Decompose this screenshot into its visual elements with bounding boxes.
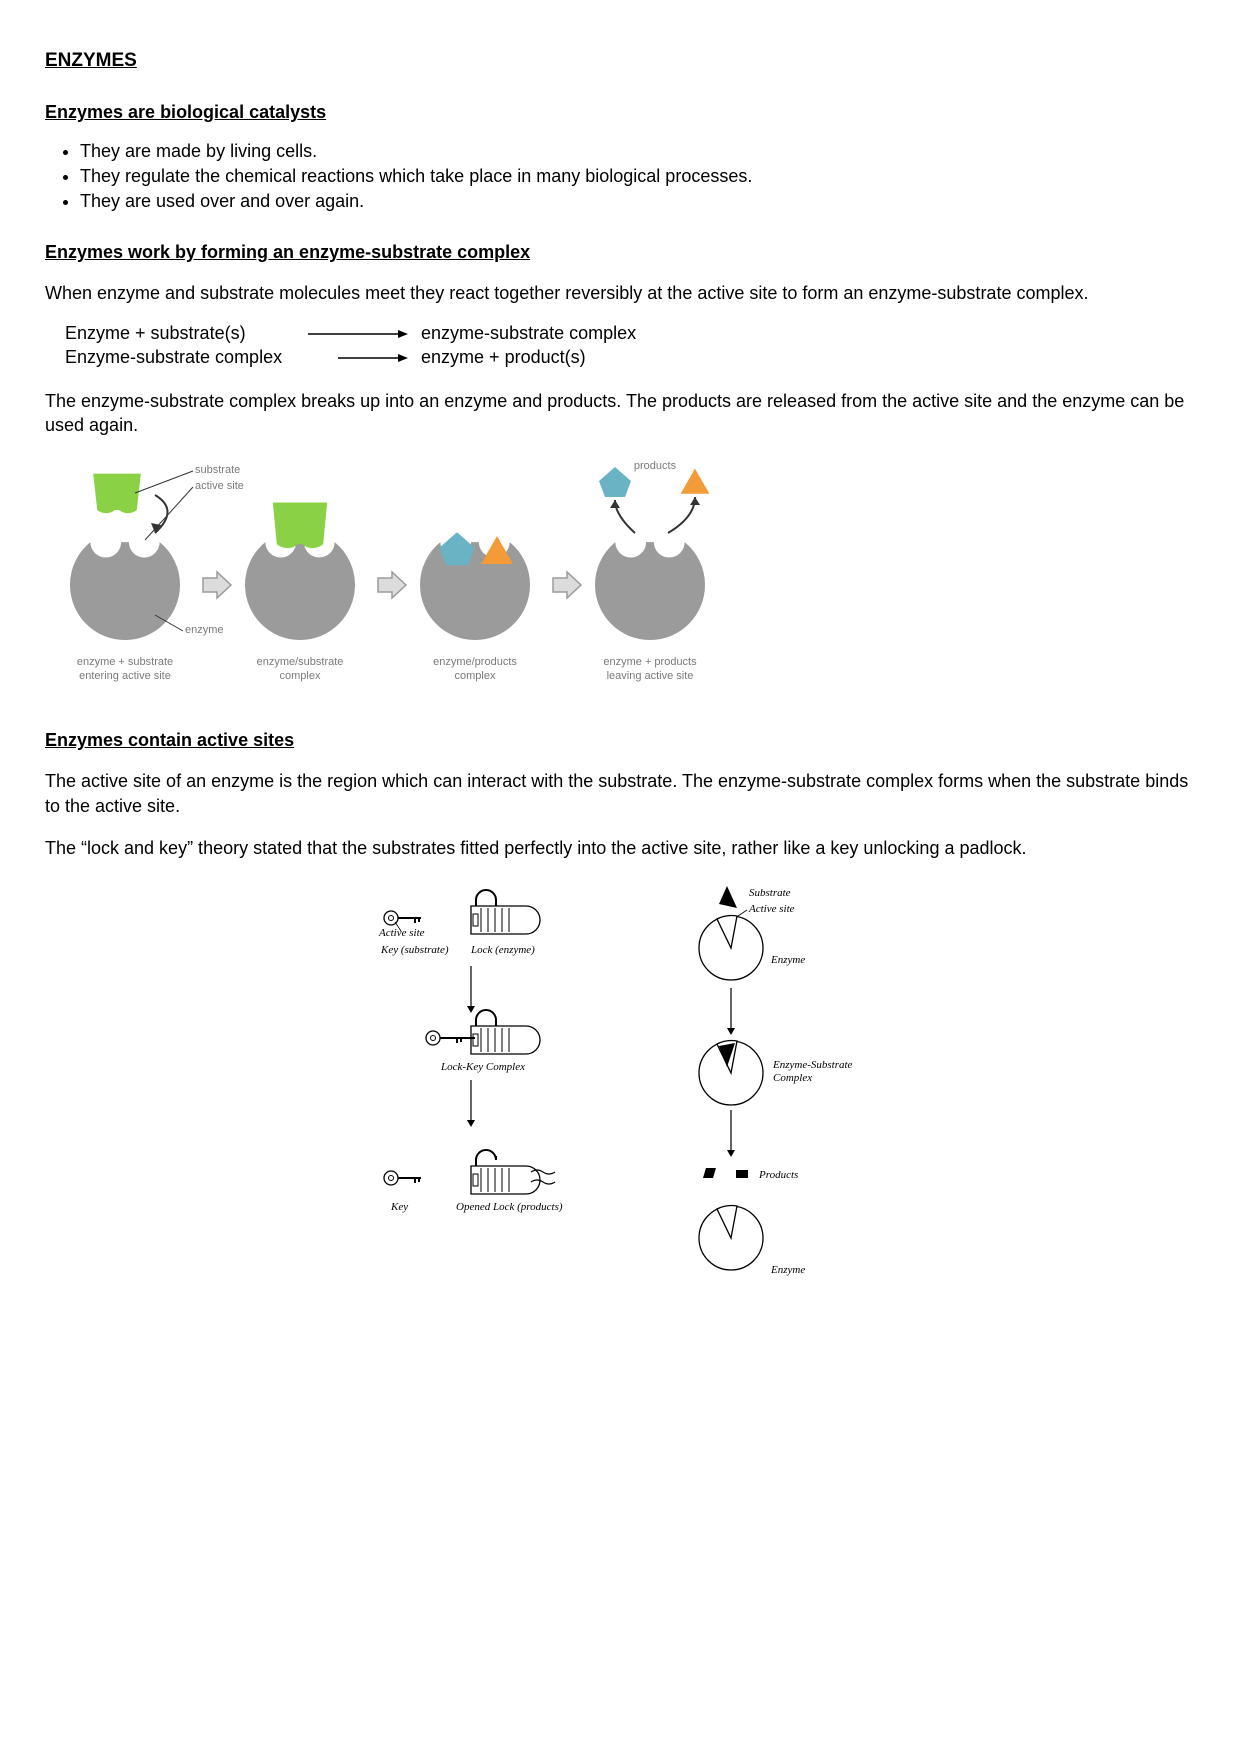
svg-text:Opened Lock (products): Opened Lock (products) xyxy=(456,1201,563,1213)
section1-heading: Enzymes are biological catalysts xyxy=(45,102,1196,123)
svg-text:entering active site: entering active site xyxy=(79,670,171,682)
svg-text:Active site: Active site xyxy=(748,903,795,915)
svg-text:Complex: Complex xyxy=(773,1072,812,1084)
svg-text:Lock (enzyme): Lock (enzyme) xyxy=(470,944,535,956)
svg-text:substrate: substrate xyxy=(195,464,240,476)
svg-text:complex: complex xyxy=(455,670,496,682)
svg-text:Key (substrate): Key (substrate) xyxy=(380,944,449,956)
svg-text:Products: Products xyxy=(758,1169,798,1181)
svg-text:enzyme + products: enzyme + products xyxy=(603,656,697,668)
section3-heading: Enzymes contain active sites xyxy=(45,730,1196,751)
svg-text:enzyme: enzyme xyxy=(185,624,224,636)
arrow-icon xyxy=(308,324,408,345)
section1-list: They are made by living cells. They regu… xyxy=(45,141,1196,212)
section2-intro: When enzyme and substrate molecules meet… xyxy=(45,281,1196,305)
svg-text:enzyme/products: enzyme/products xyxy=(433,656,517,668)
equation-1: Enzyme + substrate(s) enzyme-substrate c… xyxy=(65,323,1196,345)
section2-outro: The enzyme-substrate complex breaks up i… xyxy=(45,389,1196,438)
svg-text:enzyme + substrate: enzyme + substrate xyxy=(77,656,173,668)
svg-text:Enzyme: Enzyme xyxy=(770,954,805,966)
equation-2: Enzyme-substrate complex enzyme + produc… xyxy=(65,347,1196,369)
svg-text:complex: complex xyxy=(280,670,321,682)
svg-text:products: products xyxy=(634,460,677,472)
svg-text:enzyme/substrate: enzyme/substrate xyxy=(257,656,344,668)
section3-para2: The “lock and key” theory stated that th… xyxy=(45,836,1196,860)
section2-heading: Enzymes work by forming an enzyme-substr… xyxy=(45,242,1196,263)
eq2-rhs: enzyme + product(s) xyxy=(421,347,586,368)
list-item: They regulate the chemical reactions whi… xyxy=(80,166,1196,187)
svg-text:Enzyme-Substrate: Enzyme-Substrate xyxy=(772,1059,853,1071)
arrow-icon xyxy=(338,348,408,369)
svg-text:Enzyme: Enzyme xyxy=(770,1264,805,1276)
svg-text:Key: Key xyxy=(390,1201,408,1213)
lock-key-diagram: Active site Key (substrate) Lock (enzyme) L… xyxy=(45,878,1196,1308)
svg-text:leaving active site: leaving active site xyxy=(607,670,694,682)
section3-para1: The active site of an enzyme is the regi… xyxy=(45,769,1196,818)
svg-text:active site: active site xyxy=(195,480,244,492)
eq1-rhs: enzyme-substrate complex xyxy=(421,323,636,344)
page-title: ENZYMES xyxy=(45,50,1196,72)
list-item: They are used over and over again. xyxy=(80,191,1196,212)
eq1-lhs: Enzyme + substrate(s) xyxy=(65,323,295,344)
svg-text:Lock-Key Complex: Lock-Key Complex xyxy=(440,1061,525,1073)
svg-text:Active site: Active site xyxy=(378,927,425,939)
eq2-lhs: Enzyme-substrate complex xyxy=(65,347,325,368)
enzyme-substrate-diagram: substrate active site enzyme products enzyme… xyxy=(45,455,1196,700)
list-item: They are made by living cells. xyxy=(80,141,1196,162)
svg-text:Substrate: Substrate xyxy=(749,887,791,899)
